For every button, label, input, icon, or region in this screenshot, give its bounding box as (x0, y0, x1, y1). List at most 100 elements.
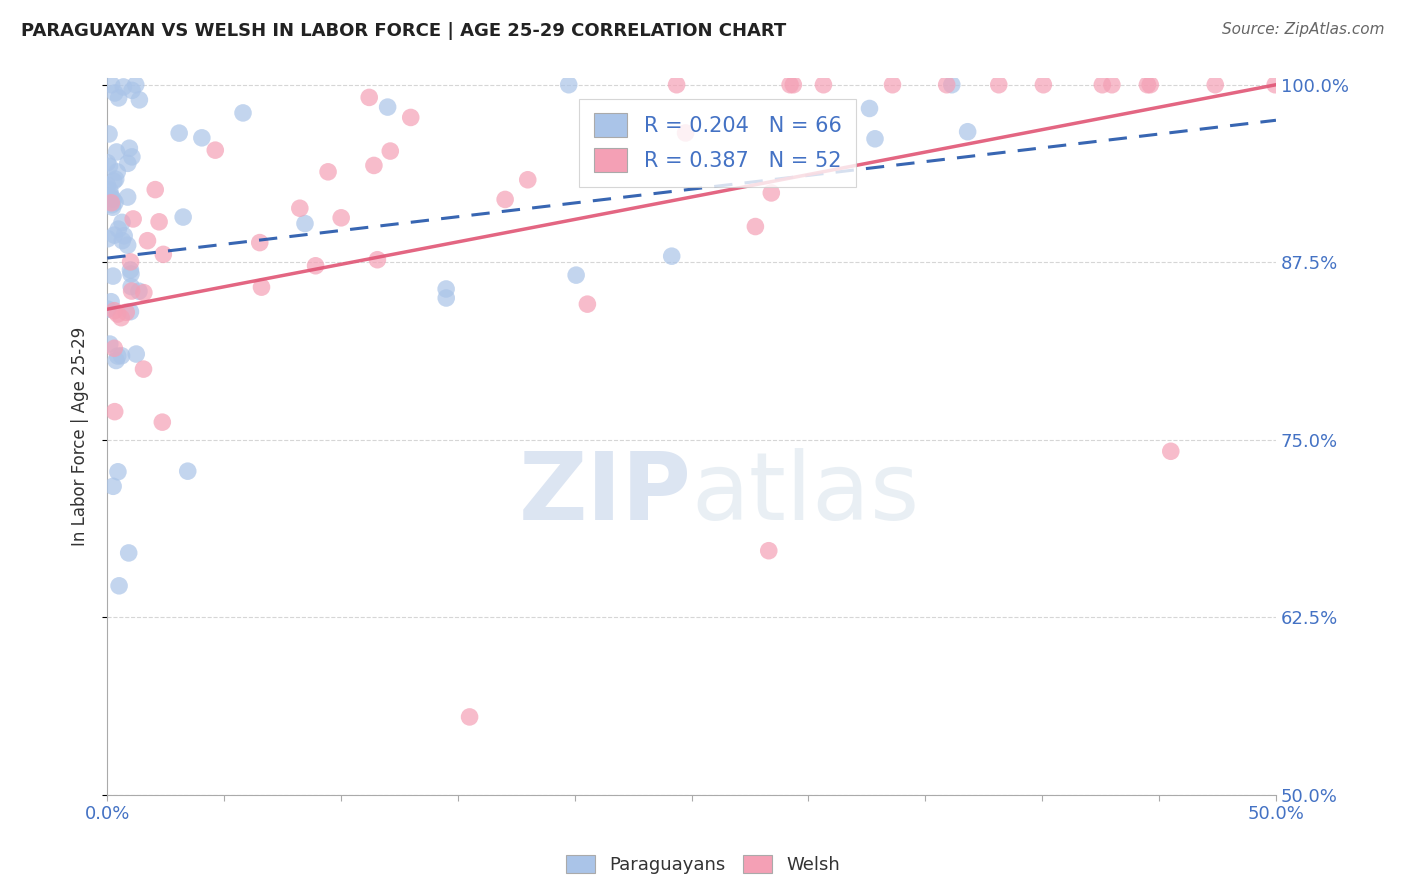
Text: PARAGUAYAN VS WELSH IN LABOR FORCE | AGE 25-29 CORRELATION CHART: PARAGUAYAN VS WELSH IN LABOR FORCE | AGE… (21, 22, 786, 40)
Point (100, 195, 122, 210)
Point (1204, 78, 1226, 92)
Point (96, 178, 118, 192)
Point (121, 150, 143, 164)
Point (434, 282, 457, 296)
Point (366, 252, 388, 267)
Point (132, 285, 155, 300)
Point (108, 579, 131, 593)
Point (101, 200, 124, 214)
Point (148, 215, 170, 229)
Point (98, 337, 121, 351)
Point (117, 156, 139, 170)
Point (761, 186, 783, 200)
Point (112, 228, 135, 243)
Point (304, 259, 326, 273)
Point (118, 141, 141, 155)
Point (813, 78, 835, 92)
Point (167, 126, 190, 140)
Point (863, 132, 886, 146)
Point (104, 172, 127, 186)
Point (117, 238, 139, 252)
Point (107, 91, 129, 105)
Point (152, 247, 174, 261)
Point (399, 111, 422, 125)
Point (288, 201, 311, 215)
Point (128, 284, 150, 298)
Point (103, 228, 125, 243)
Point (1264, 78, 1286, 92)
Point (132, 362, 155, 376)
Point (104, 86, 127, 100)
Point (125, 78, 148, 92)
Point (1139, 78, 1161, 92)
Point (121, 83, 143, 97)
Point (987, 78, 1010, 92)
Point (101, 198, 124, 212)
Point (935, 78, 957, 92)
Point (316, 165, 339, 179)
Point (110, 310, 132, 325)
Point (120, 279, 142, 293)
Point (516, 173, 538, 187)
Legend: Paraguayans, Welsh: Paraguayans, Welsh (558, 847, 848, 881)
Point (330, 211, 353, 225)
Point (661, 249, 683, 263)
Point (782, 78, 804, 92)
Point (101, 192, 124, 206)
Point (675, 126, 697, 140)
Y-axis label: In Labor Force | Age 25-29: In Labor Force | Age 25-29 (72, 326, 89, 546)
Point (858, 102, 880, 116)
Point (120, 255, 142, 269)
Point (956, 125, 979, 139)
Point (97, 232, 120, 246)
Point (191, 131, 214, 145)
Point (105, 165, 128, 179)
Point (232, 106, 254, 120)
Point (100, 188, 122, 202)
Point (758, 543, 780, 558)
Point (250, 280, 273, 294)
Point (377, 100, 399, 114)
Point (118, 546, 141, 560)
Point (121, 284, 143, 298)
Point (363, 158, 385, 172)
Point (101, 269, 124, 284)
Point (100, 78, 122, 92)
Point (1091, 78, 1114, 92)
Point (576, 297, 599, 311)
Point (359, 90, 381, 104)
Point (172, 210, 194, 224)
Point (104, 195, 127, 210)
Point (665, 78, 688, 92)
Point (150, 415, 173, 429)
Point (458, 710, 481, 724)
Point (136, 234, 159, 248)
Point (97, 302, 120, 317)
Point (558, 78, 581, 92)
Point (105, 353, 128, 368)
Point (98, 127, 121, 141)
Point (104, 404, 127, 418)
Point (107, 349, 129, 363)
Point (103, 174, 125, 188)
Point (111, 215, 134, 229)
Point (105, 145, 128, 159)
Point (128, 93, 150, 107)
Point (1101, 78, 1123, 92)
Point (100, 190, 122, 204)
Point (110, 349, 132, 363)
Point (98, 183, 121, 197)
Point (941, 78, 963, 92)
Point (294, 217, 316, 231)
Point (565, 268, 588, 282)
Point (98, 159, 121, 173)
Point (1032, 78, 1054, 92)
Point (103, 303, 125, 318)
Point (122, 211, 145, 226)
Point (117, 190, 139, 204)
Text: Source: ZipAtlas.com: Source: ZipAtlas.com (1222, 22, 1385, 37)
Point (779, 78, 801, 92)
Point (143, 183, 166, 197)
Point (882, 78, 904, 92)
Point (100, 294, 122, 309)
